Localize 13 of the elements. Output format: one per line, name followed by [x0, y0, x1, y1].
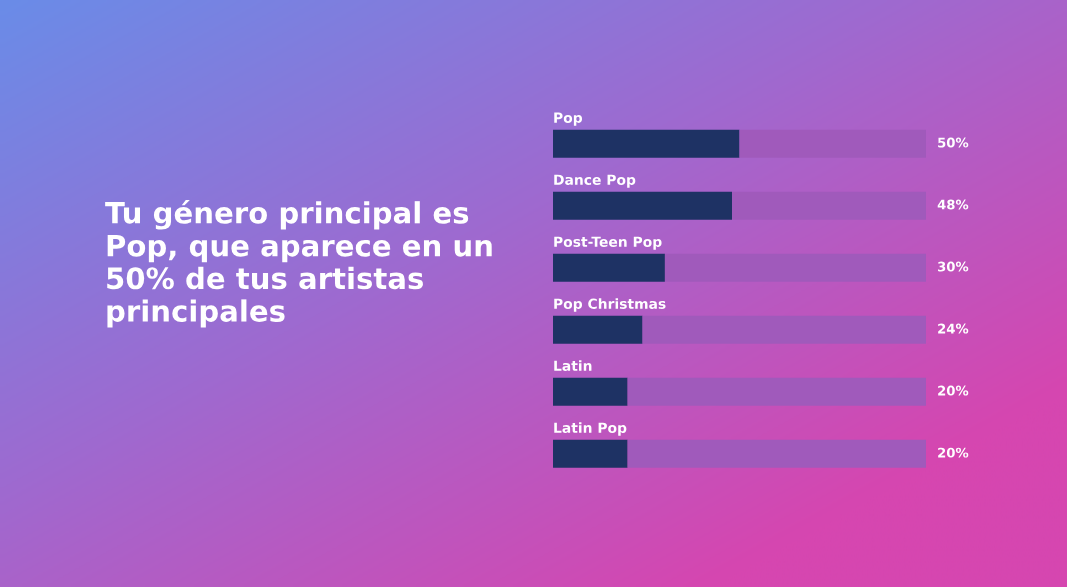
y-tick-label: Post-Teen Pop [554, 236, 662, 250]
y-tick-label: Pop Christmas [554, 298, 666, 312]
data-label: 48% [937, 199, 969, 210]
text: Tu género principal es Pop, que aparece en un 50% de tus artistas principales [105, 200, 492, 328]
data-label: 20% [938, 447, 969, 458]
y-tick-label: Latin [554, 360, 592, 371]
data-label: 50% [938, 137, 969, 148]
y-tick-label: Pop [554, 112, 583, 126]
y-tick-label: Latin Pop [554, 422, 627, 436]
y-tick-label: Dance Pop [554, 174, 636, 188]
data-label: 20% [938, 385, 969, 396]
data-label: 30% [937, 261, 969, 272]
data-label: 24% [938, 323, 969, 334]
